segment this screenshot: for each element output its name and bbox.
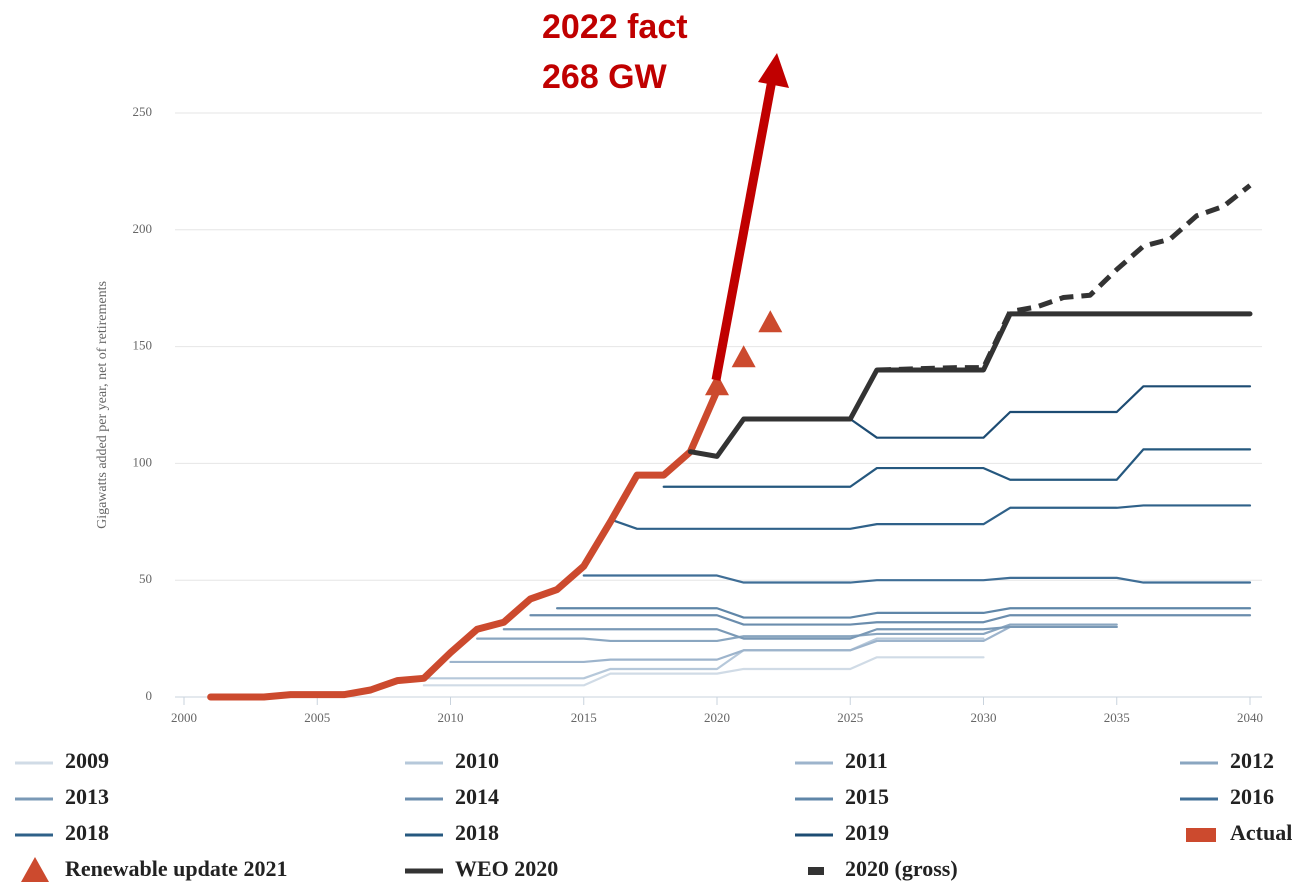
x-tick-label: 2015 [571, 710, 597, 725]
legend-item: 2018 [15, 820, 109, 845]
series-line [609, 504, 1252, 530]
series-line [422, 656, 985, 687]
x-tick-label: 2035 [1104, 710, 1130, 725]
annotation-arrow [711, 79, 777, 381]
legend-label: 2018 [455, 820, 499, 845]
series-line [876, 183, 1252, 373]
x-tick-label: 2010 [438, 710, 464, 725]
series-line [662, 448, 1252, 488]
legend-label: WEO 2020 [455, 856, 558, 881]
legend-label: 2010 [455, 748, 499, 773]
legend-label: Actual [1230, 820, 1292, 845]
legend-item: 2009 [15, 748, 109, 773]
y-tick-label: 250 [133, 104, 153, 119]
y-tick-label: 50 [139, 571, 152, 586]
legend-item: WEO 2020 [405, 856, 558, 881]
legend-label: 2016 [1230, 784, 1274, 809]
legend-label: Renewable update 2021 [65, 856, 287, 881]
annotation: 2022 fact [542, 8, 688, 46]
legend-item: 2019 [795, 820, 889, 845]
legend-key [1186, 828, 1216, 842]
legend-key [21, 857, 49, 882]
series-line [502, 625, 1118, 640]
series-line [449, 625, 1118, 664]
legend-label: 2012 [1230, 748, 1274, 773]
legend-label: 2014 [455, 784, 499, 809]
x-tick-label: 2020 [704, 710, 730, 725]
y-tick-label: 150 [133, 338, 153, 353]
y-axis-label: Gigawatts added per year, net of retirem… [95, 281, 110, 529]
series-line [476, 623, 1118, 643]
legend-label: 2018 [65, 820, 109, 845]
legend-item: 2013 [15, 784, 109, 809]
annotation-arrowhead [758, 53, 789, 88]
series-line [742, 385, 1252, 439]
legend-item: Actual [1186, 820, 1292, 845]
series-line [687, 311, 1253, 459]
legend-item: 2014 [405, 784, 499, 809]
legend-item: 2016 [1180, 784, 1274, 809]
legend-label: 2020 (gross) [845, 856, 958, 881]
y-tick-label: 200 [133, 221, 153, 236]
x-tick-label: 2025 [837, 710, 863, 725]
annotation: 268 GW [542, 58, 668, 96]
legend-item: 2012 [1180, 748, 1274, 773]
series-line [207, 387, 721, 701]
x-tick-label: 2000 [171, 710, 197, 725]
legend-item: 2015 [795, 784, 889, 809]
legend-item: Renewable update 2021 [21, 856, 287, 882]
legend-item: 2010 [405, 748, 499, 773]
legend-label: 2019 [845, 820, 889, 845]
legend-label: 2013 [65, 784, 109, 809]
x-tick-label: 2030 [971, 710, 997, 725]
series-line [582, 574, 1252, 584]
x-tick-label: 2005 [304, 710, 330, 725]
x-tick-label: 2040 [1237, 710, 1263, 725]
legend-label: 2009 [65, 748, 109, 773]
legend-label: 2015 [845, 784, 889, 809]
triangle-marker [758, 310, 783, 333]
legend-item: 2018 [405, 820, 499, 845]
legend-label: 2011 [845, 748, 888, 773]
series-line [556, 607, 1252, 619]
y-tick-label: 100 [133, 454, 153, 469]
legend-key [808, 867, 824, 875]
series-line [529, 614, 1252, 626]
triangle-marker [731, 345, 756, 368]
legend-item: 2011 [795, 748, 888, 773]
legend-item: 2020 (gross) [808, 856, 958, 881]
series-line [422, 637, 985, 680]
y-tick-label: 0 [146, 688, 153, 703]
triangle-marker [705, 373, 729, 396]
